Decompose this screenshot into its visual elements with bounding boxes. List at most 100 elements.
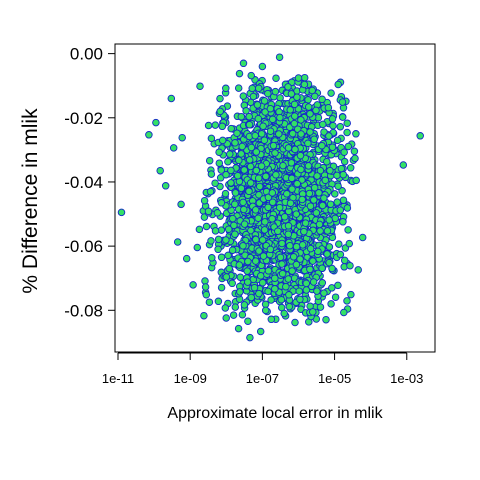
data-point: [284, 222, 293, 230]
data-point: [245, 120, 254, 129]
data-point: [325, 243, 334, 251]
data-point: [312, 106, 320, 115]
data-point: [309, 278, 318, 286]
data-point: [234, 84, 243, 92]
data-point: [399, 161, 408, 169]
data-point: [268, 115, 277, 124]
data-point: [255, 289, 263, 298]
data-point: [211, 179, 219, 187]
data-point: [257, 272, 265, 280]
data-point: [327, 300, 335, 308]
data-point: [344, 142, 353, 151]
data-point: [177, 200, 185, 209]
data-point: [189, 281, 197, 289]
data-point: [152, 118, 160, 127]
x-axis-label: Approximate local error in mlik: [167, 405, 383, 422]
data-point: [301, 219, 310, 227]
data-point: [323, 227, 332, 235]
data-point: [182, 254, 191, 263]
data-point: [306, 110, 314, 118]
data-point: [243, 267, 251, 275]
data-point: [258, 62, 267, 71]
data-point: [294, 74, 303, 82]
data-point: [309, 308, 317, 316]
data-point: [222, 236, 230, 244]
data-point: [239, 59, 248, 68]
data-point: [340, 308, 348, 317]
data-point: [215, 159, 224, 167]
data-point: [205, 298, 214, 306]
data-point: [275, 130, 283, 138]
data-point: [284, 230, 293, 238]
data-point: [306, 128, 314, 136]
data-point: [318, 279, 327, 287]
data-point: [278, 239, 286, 248]
data-point: [347, 290, 355, 299]
data-point: [214, 245, 222, 254]
data-point: [295, 287, 303, 295]
data-point: [287, 90, 296, 98]
data-point: [338, 98, 347, 106]
data-point: [233, 129, 241, 137]
data-point: [290, 112, 299, 120]
y-tick-label: -0.02: [64, 109, 103, 128]
data-point: [218, 136, 227, 145]
data-point: [213, 209, 222, 217]
data-point: [218, 122, 227, 131]
data-point: [178, 133, 186, 142]
data-point: [200, 196, 209, 205]
data-point: [207, 134, 216, 143]
data-point: [239, 198, 247, 207]
data-point: [225, 264, 233, 273]
data-point: [217, 253, 226, 262]
data-point: [221, 189, 230, 198]
data-point: [312, 209, 321, 217]
data-point: [206, 187, 215, 196]
data-point: [245, 156, 254, 164]
data-point: [319, 120, 327, 129]
data-point: [252, 148, 261, 156]
data-point: [328, 143, 337, 151]
data-point: [339, 196, 348, 204]
data-point: [196, 82, 204, 90]
data-point: [255, 247, 263, 255]
data-point: [286, 241, 294, 250]
data-point: [288, 185, 296, 193]
data-point: [231, 230, 239, 238]
data-point: [313, 287, 321, 295]
data-point: [252, 235, 260, 244]
data-point: [297, 165, 305, 174]
data-point: [259, 252, 268, 260]
data-point: [354, 266, 362, 274]
data-point: [284, 275, 293, 283]
data-point: [321, 176, 330, 185]
data-point: [247, 293, 256, 302]
data-point: [207, 170, 216, 178]
data-point: [217, 166, 226, 174]
data-point: [300, 73, 309, 82]
data-point: [336, 122, 345, 131]
data-point: [260, 97, 269, 105]
data-point: [296, 295, 304, 304]
data-point: [217, 199, 226, 207]
data-point: [234, 324, 243, 333]
y-tick-label: -0.06: [64, 237, 103, 256]
data-point: [298, 241, 307, 249]
data-point: [335, 240, 343, 248]
x-tick-label: 1e-03: [390, 371, 423, 386]
data-point: [316, 227, 324, 235]
data-point: [268, 189, 277, 197]
data-point: [246, 179, 255, 187]
data-point: [233, 171, 242, 180]
data-point: [329, 121, 337, 130]
data-point: [338, 113, 347, 121]
data-point: [229, 311, 238, 319]
data-point: [337, 164, 346, 173]
data-point: [208, 254, 216, 262]
data-point: [214, 297, 223, 306]
data-point: [217, 283, 226, 292]
data-point: [228, 279, 236, 288]
data-point: [285, 291, 293, 299]
data-point: [240, 166, 249, 174]
data-point: [236, 273, 245, 281]
